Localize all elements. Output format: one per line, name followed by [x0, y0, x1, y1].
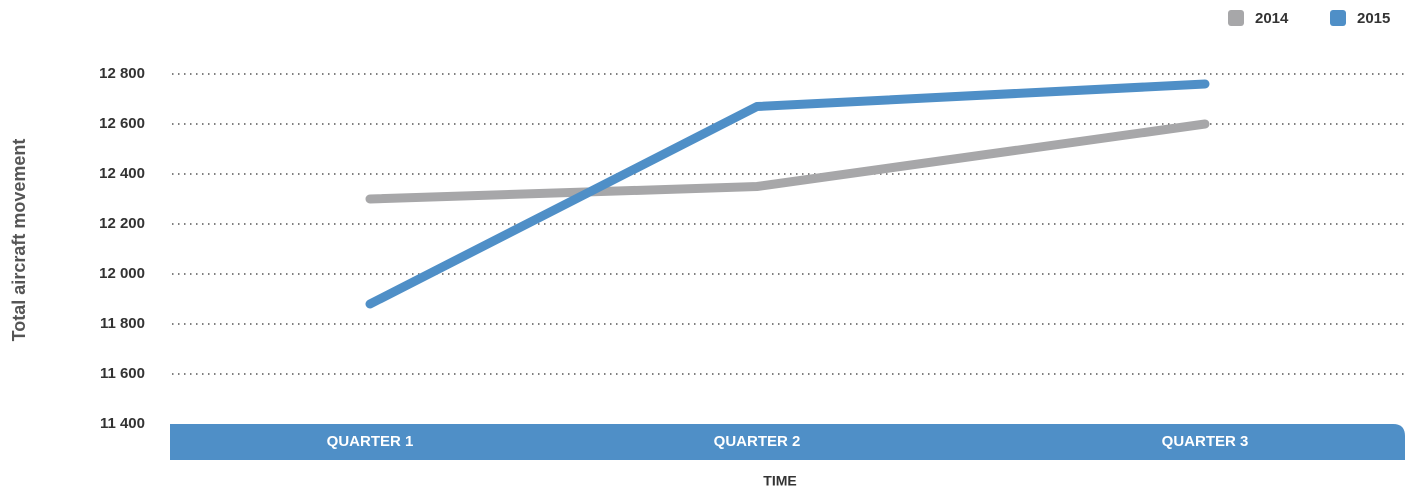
legend-swatch — [1330, 10, 1346, 26]
y-tick-label: 12 800 — [99, 65, 145, 82]
y-tick-label: 12 200 — [99, 215, 145, 232]
legend-swatch — [1228, 10, 1244, 26]
x-tick-label: QUARTER 2 — [714, 433, 801, 450]
y-tick-label: 12 000 — [99, 265, 145, 282]
line — [365, 79, 1210, 309]
legend-label: 2014 — [1255, 10, 1289, 27]
y-tick-label: 12 600 — [99, 115, 145, 132]
y-axis-label: Total aircraft movement — [9, 139, 29, 342]
x-tick-label: QUARTER 3 — [1162, 433, 1249, 450]
line — [365, 119, 1210, 204]
y-tick-label: 11 600 — [100, 365, 145, 382]
x-axis-label: TIME — [763, 473, 796, 489]
x-tick-label: QUARTER 1 — [327, 433, 414, 450]
legend-label: 2015 — [1357, 10, 1390, 27]
x-axis-band — [170, 424, 1405, 460]
y-tick-label: 12 400 — [99, 165, 145, 182]
y-tick-label: 11 800 — [100, 315, 145, 332]
y-tick-label: 11 400 — [100, 415, 145, 432]
